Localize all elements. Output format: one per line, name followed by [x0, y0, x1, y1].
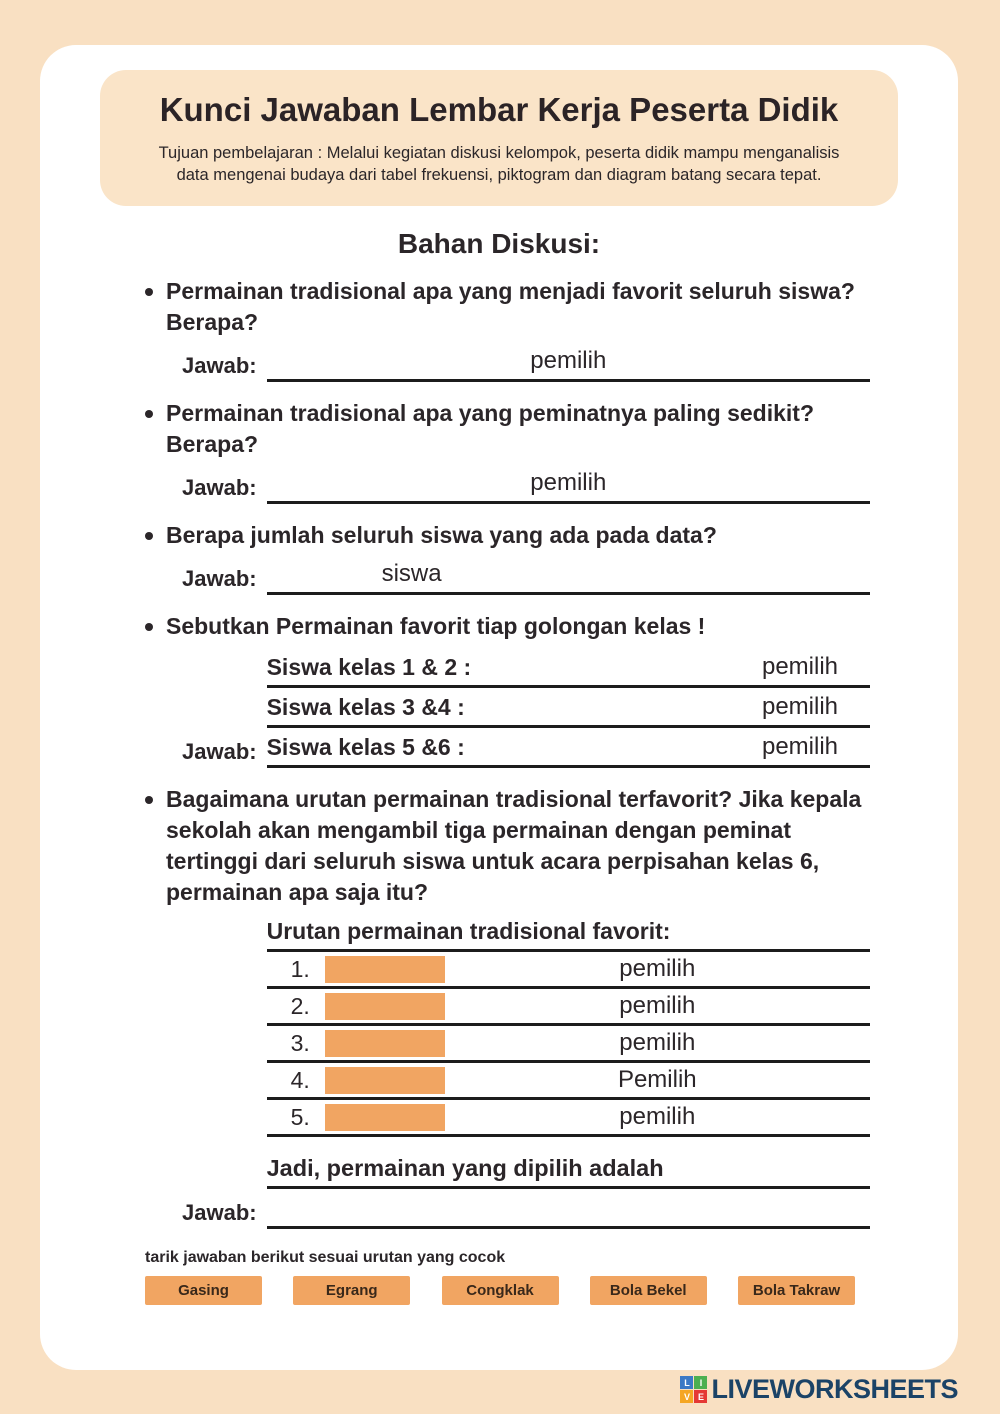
- answer-line: pemilih: [266, 466, 870, 504]
- drag-option-bank: Gasing Egrang Congklak Bola Bekel Bola T…: [145, 1276, 870, 1305]
- rank-number: 4.: [290, 1066, 310, 1093]
- brand-name: LIVEWORKSHEETS: [711, 1374, 958, 1404]
- jawab-label: Jawab:: [182, 1200, 257, 1225]
- bullet-dot: [145, 796, 153, 804]
- answer-drop-box[interactable]: [324, 955, 445, 983]
- conclusion-line: Jadi, permainan yang dipilih adalah: [266, 1151, 870, 1189]
- answer-row: Jawab: Urutan permainan tradisional favo…: [182, 914, 870, 1229]
- worksheet-title: Kunci Jawaban Lembar Kerja Peserta Didik: [159, 91, 839, 128]
- drag-instruction: tarik jawaban berikut sesuai urutan yang…: [145, 1249, 506, 1266]
- rank-row: 1. pemilih: [266, 952, 870, 989]
- question-item: Sebutkan Permainan favorit tiap golongan…: [145, 611, 870, 642]
- section-title: Bahan Diskusi:: [397, 228, 601, 259]
- answer-row: Jawab: pemilih: [182, 466, 870, 504]
- answer-line: siswa: [266, 557, 870, 595]
- discussion-content: Permainan tradisional apa yang menjadi f…: [40, 276, 958, 1305]
- class-answer-row: Siswa kelas 3 &4 : pemilih: [266, 688, 870, 728]
- rank-number: 1.: [290, 955, 310, 982]
- bullet-dot: [145, 410, 153, 418]
- ranking-heading: Urutan permainan tradisional favorit:: [266, 914, 870, 952]
- rank-number: 2.: [290, 992, 310, 1019]
- rank-row: 5. pemilih: [266, 1100, 870, 1137]
- jawab-label: Jawab:: [182, 739, 257, 764]
- class-row-answer: pemilih: [761, 693, 838, 720]
- answer-line: pemilih: [266, 344, 870, 382]
- logo-letter-cell: I: [694, 1376, 708, 1389]
- bullet-dot: [145, 532, 153, 540]
- answer-drop-box[interactable]: [324, 1029, 445, 1057]
- rank-row: 2. pemilih: [266, 989, 870, 1026]
- rank-answer: pemilih: [619, 955, 696, 982]
- logo-letter-cell: V: [680, 1390, 694, 1403]
- drag-option-button[interactable]: Congklak: [441, 1276, 559, 1305]
- answer-drop-box[interactable]: [324, 1103, 445, 1131]
- jawab-label: Jawab:: [182, 353, 257, 378]
- rank-number: 5.: [290, 1103, 310, 1130]
- question-text: Sebutkan Permainan favorit tiap golongan…: [166, 613, 706, 639]
- question-text: Bagaimana urutan permainan tradisional t…: [166, 786, 862, 905]
- liveworksheets-logo: L I V E LIVEWORKSHEETS: [680, 1374, 958, 1405]
- blank-answer-line: [266, 1189, 870, 1229]
- question-text: Berapa jumlah seluruh siswa yang ada pad…: [166, 522, 717, 548]
- answer-row: Jawab: siswa: [182, 557, 870, 595]
- logo-letter-cell: E: [694, 1390, 708, 1403]
- rank-row: 3. pemilih: [266, 1026, 870, 1063]
- drag-option-button[interactable]: Gasing: [145, 1276, 262, 1305]
- drag-option-button[interactable]: Egrang: [293, 1276, 411, 1305]
- rank-answer: Pemilih: [617, 1066, 697, 1093]
- question-item: Bagaimana urutan permainan tradisional t…: [145, 784, 870, 908]
- drag-option-button[interactable]: Bola Takraw: [738, 1276, 855, 1305]
- jawab-label: Jawab:: [182, 566, 257, 591]
- question-text: Permainan tradisional apa yang peminatny…: [166, 400, 815, 457]
- jawab-label: Jawab:: [182, 475, 257, 500]
- logo-letter-cell: L: [680, 1376, 694, 1389]
- class-row-label: Siswa kelas 3 &4 :: [266, 694, 465, 720]
- class-row-answer: pemilih: [761, 653, 838, 680]
- class-row-label: Siswa kelas 5 &6 :: [266, 734, 465, 760]
- class-row-label: Siswa kelas 1 & 2 :: [266, 654, 472, 680]
- answer-row: Jawab: Siswa kelas 1 & 2 : pemilih Siswa…: [182, 648, 870, 768]
- answer-drop-box[interactable]: [324, 992, 445, 1020]
- header-block: Kunci Jawaban Lembar Kerja Peserta Didik…: [100, 70, 898, 206]
- class-row-answer: pemilih: [761, 733, 838, 760]
- answer-drop-box[interactable]: [324, 1066, 445, 1094]
- question-text: Permainan tradisional apa yang menjadi f…: [166, 278, 855, 335]
- question-item: Berapa jumlah seluruh siswa yang ada pad…: [145, 520, 870, 551]
- learning-objective: Tujuan pembelajaran : Melalui kegiatan d…: [158, 144, 840, 184]
- rank-row: 4. Pemilih: [266, 1063, 870, 1100]
- question-item: Permainan tradisional apa yang peminatny…: [145, 398, 870, 460]
- answer-row: Jawab: pemilih: [182, 344, 870, 382]
- question-item: Permainan tradisional apa yang menjadi f…: [145, 276, 870, 338]
- rank-answer: pemilih: [619, 1103, 696, 1130]
- bullet-dot: [145, 623, 153, 631]
- liveworksheets-grid-icon: L I V E: [680, 1376, 708, 1403]
- class-answer-row: Siswa kelas 1 & 2 : pemilih: [266, 648, 870, 688]
- worksheet-card: Kunci Jawaban Lembar Kerja Peserta Didik…: [40, 45, 958, 1370]
- rank-number: 3.: [290, 1029, 310, 1056]
- rank-answer: pemilih: [619, 1029, 696, 1056]
- rank-answer: pemilih: [619, 992, 696, 1019]
- drag-option-button[interactable]: Bola Bekel: [589, 1276, 707, 1305]
- bullet-dot: [145, 288, 153, 296]
- class-answer-row: Siswa kelas 5 &6 : pemilih: [266, 728, 870, 768]
